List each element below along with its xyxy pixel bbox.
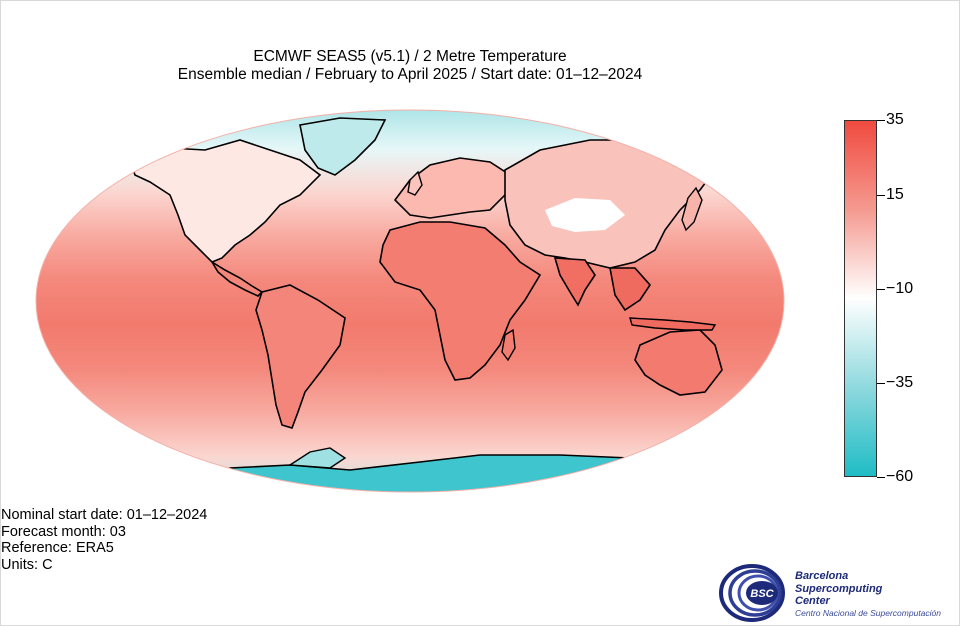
southeast-asia-land <box>609 267 652 312</box>
bsc-logo-subtitle: Centro Nacional de Supercomputación <box>795 608 942 618</box>
reference: Reference: ERA5 <box>1 540 114 556</box>
title-line-1: ECMWF SEAS5 (v5.1) / 2 Metre Temperature <box>253 48 567 65</box>
colorbar-tick <box>877 289 885 290</box>
colorbar-tick-label: −35 <box>886 374 914 391</box>
globe-field <box>36 110 784 492</box>
colorbar-tick <box>877 195 885 196</box>
bsc-logo-name: Barcelona Supercomputing Center <box>795 570 882 608</box>
tibet-cold-patch <box>545 198 625 232</box>
indonesia-land <box>629 317 717 331</box>
colorbar-tick-label: −60 <box>886 468 914 485</box>
nominal-start-date: Nominal start date: 01–12–2024 <box>1 507 208 523</box>
units: Units: C <box>1 556 53 573</box>
antarctic-peninsula-land <box>287 447 347 469</box>
colorbar-tick <box>877 383 885 384</box>
north-america-land <box>128 139 322 263</box>
africa-land <box>379 221 542 381</box>
logo-line-1: Barcelona <box>795 570 849 582</box>
bsc-logo: BSC <box>719 564 785 622</box>
forecast-month: Forecast month: 03 <box>1 523 126 540</box>
temperature-field <box>36 110 784 492</box>
colorbar-tick-label: 15 <box>886 186 904 203</box>
globe-outline <box>35 109 785 493</box>
south-america-land <box>255 284 346 429</box>
colorbar-tick-label: −10 <box>886 280 914 297</box>
logo-line-2: Supercomputing <box>795 582 883 595</box>
central-america-land <box>211 261 264 297</box>
uk-land <box>407 170 423 196</box>
bsc-logo-swirl-icon: BSC <box>719 564 785 622</box>
colorbar-tick-label: 35 <box>886 111 904 128</box>
india-land <box>553 257 596 307</box>
logo-badge: BSC <box>750 588 774 600</box>
colorbar-tick <box>877 120 885 121</box>
metadata-block: Nominal start date: 01–12–2024 Forecast … <box>1 507 207 573</box>
greenland-land <box>299 117 387 176</box>
logo-line-3: Center <box>795 595 830 607</box>
colorbar <box>844 120 877 477</box>
title-line-2: Ensemble median / February to April 2025… <box>177 66 643 83</box>
japan-land <box>681 186 703 232</box>
colorbar-tick <box>877 477 885 478</box>
madagascar-land <box>501 328 516 362</box>
map-title: ECMWF SEAS5 (v5.1) / 2 Metre Temperature… <box>0 48 820 84</box>
